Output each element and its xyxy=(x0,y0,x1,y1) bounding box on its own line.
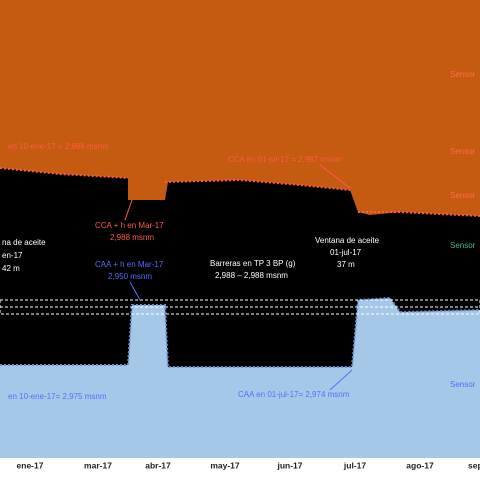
sensor-label: Sensor xyxy=(450,147,476,156)
x-tick-label: ago-17 xyxy=(406,460,434,470)
cca-line xyxy=(0,167,480,217)
annotation: CCA + h en Mar-17 xyxy=(95,221,164,230)
barrier-band xyxy=(0,299,480,315)
annotation: 2,988 – 2,988 msnm xyxy=(215,271,288,280)
annotation: CAA + h en Mar-17 xyxy=(95,260,164,269)
annotation: Ventana de aceite xyxy=(315,236,380,245)
annotation: CCA en 01-jul-17 = 2,987 msnm xyxy=(228,155,342,164)
annotation: 37 m xyxy=(337,260,355,269)
annotation-arrow xyxy=(329,369,353,391)
x-tick-label: may-17 xyxy=(210,460,240,470)
annotation: 01-jul-17 xyxy=(330,248,362,257)
x-tick-label: sep xyxy=(468,460,480,470)
sensor-label: Sensor xyxy=(450,191,476,200)
annotation-arrow xyxy=(129,281,141,301)
x-tick-label: abr-17 xyxy=(145,460,171,470)
annotation: 2,988 msnm xyxy=(110,233,154,242)
annotation: Barreras en TP 3 BP (g) xyxy=(210,259,296,268)
x-tick-label: ene-17 xyxy=(17,460,44,470)
annotation: en-17 xyxy=(2,251,23,260)
annotation: en 10-ene-17 = 2,988 msnm xyxy=(8,142,109,151)
sensor-label: Sensor xyxy=(450,380,476,389)
x-tick-label: mar-17 xyxy=(84,460,112,470)
x-tick-label: jul-17 xyxy=(343,460,366,470)
x-axis: ene-17 mar-17 abr-17 may-17 jun-17 jul-1… xyxy=(17,460,480,470)
annotation: 42 m xyxy=(2,264,20,273)
x-tick-label: jun-17 xyxy=(276,460,302,470)
sensor-label: Sensor xyxy=(450,70,476,79)
x-axis-band xyxy=(0,458,480,480)
annotation: en 10-ene-17= 2,975 msnm xyxy=(8,392,107,401)
sensor-label: Sensor xyxy=(450,241,476,250)
annotation: CAA en 01-jul-17= 2,974 msnm xyxy=(238,390,350,399)
annotation: 2,950 msnm xyxy=(108,272,152,281)
annotation: na de aceite xyxy=(2,238,46,247)
annotation-arrow xyxy=(124,199,133,221)
water-area xyxy=(0,298,480,458)
oil-cap-area xyxy=(0,0,480,216)
annotation-arrow xyxy=(319,164,351,189)
